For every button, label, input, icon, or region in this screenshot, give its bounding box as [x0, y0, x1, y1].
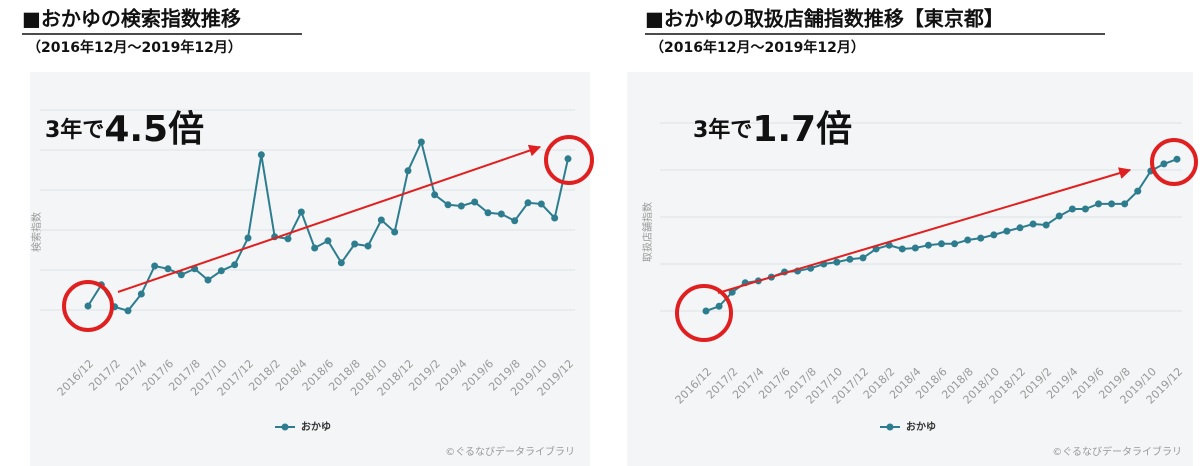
data-point	[951, 240, 959, 248]
data-point	[524, 199, 532, 207]
trend-arrow	[117, 144, 542, 293]
data-point	[846, 255, 854, 263]
data-point	[938, 240, 945, 248]
data-point	[702, 307, 710, 315]
data-point	[537, 200, 545, 208]
data-point	[484, 209, 492, 217]
highlight-circle	[675, 284, 733, 342]
data-point	[1042, 221, 1050, 229]
data-point	[990, 231, 998, 239]
chart-subtitle: （2016年12月～2019年12月）	[650, 39, 865, 56]
data-point	[511, 217, 519, 225]
data-point	[177, 271, 185, 279]
data-point	[964, 236, 972, 244]
data-point	[977, 234, 985, 242]
credit: ©ぐるなびデータライブラリ	[445, 445, 575, 458]
highlight-circle	[544, 135, 594, 185]
highlight-circle	[62, 280, 114, 332]
data-point	[284, 235, 292, 243]
data-point	[1108, 200, 1116, 208]
data-point	[1081, 205, 1089, 213]
legend-label: おかゆ	[301, 421, 331, 433]
annotation-value: 1.7倍	[752, 109, 852, 150]
data-point	[911, 244, 919, 252]
data-point	[337, 259, 345, 267]
data-point	[1016, 224, 1024, 232]
chart-title: ■おかゆの取扱店舗指数推移【東京都】	[645, 7, 1004, 31]
data-point	[311, 244, 319, 252]
data-point	[137, 290, 145, 298]
panel	[30, 72, 590, 466]
data-point	[404, 167, 412, 175]
legend-label: おかゆ	[906, 421, 936, 433]
data-point	[471, 198, 479, 206]
data-point	[497, 210, 505, 218]
legend-marker	[281, 423, 289, 431]
data-point	[1121, 200, 1129, 208]
data-point	[257, 151, 265, 159]
panel	[627, 72, 1193, 466]
data-point	[898, 245, 906, 253]
y-axis-label: 検索指数	[30, 212, 43, 252]
data-point	[151, 262, 159, 270]
data-point	[431, 191, 439, 199]
data-point	[728, 288, 736, 296]
data-point	[551, 214, 559, 222]
data-point	[164, 265, 172, 273]
data-point	[833, 258, 841, 266]
data-point	[231, 261, 239, 269]
credit: ©ぐるなびデータライブラリ	[1052, 445, 1182, 458]
annotation-value: 4.5倍	[104, 109, 204, 150]
data-point	[391, 228, 399, 236]
data-point	[1055, 212, 1063, 220]
data-point	[1134, 187, 1142, 195]
data-point	[217, 267, 225, 275]
data-point	[1003, 227, 1011, 235]
data-point	[1095, 200, 1102, 208]
data-point	[364, 242, 372, 250]
data-point	[444, 201, 452, 209]
data-point	[124, 307, 132, 315]
data-point	[924, 241, 932, 249]
annotation: 3年で4.5倍	[45, 109, 204, 150]
annotation-prefix: 3年で	[693, 117, 752, 143]
data-point	[351, 240, 359, 248]
chart-title: ■おかゆの検索指数推移	[22, 7, 241, 31]
data-point	[859, 254, 867, 262]
data-point	[1173, 155, 1181, 163]
data-point	[244, 234, 252, 242]
annotation-prefix: 3年で	[45, 117, 104, 143]
data-point	[1068, 205, 1076, 213]
data-point	[457, 202, 465, 210]
data-point	[297, 208, 305, 216]
trend-arrow	[717, 167, 1132, 294]
highlight-circle	[1150, 138, 1198, 186]
annotation: 3年で1.7倍	[693, 109, 852, 150]
data-point	[417, 138, 425, 146]
y-axis-label: 取扱店舗指数	[641, 202, 654, 262]
data-point	[204, 276, 212, 284]
data-point	[564, 155, 572, 163]
data-point	[1160, 160, 1168, 168]
data-point	[715, 302, 723, 310]
legend-marker	[886, 423, 894, 431]
data-point	[1029, 220, 1037, 228]
data-point	[377, 216, 385, 224]
data-point	[324, 237, 332, 245]
chart-subtitle: （2016年12月～2019年12月）	[27, 39, 242, 56]
data-point	[84, 302, 92, 310]
